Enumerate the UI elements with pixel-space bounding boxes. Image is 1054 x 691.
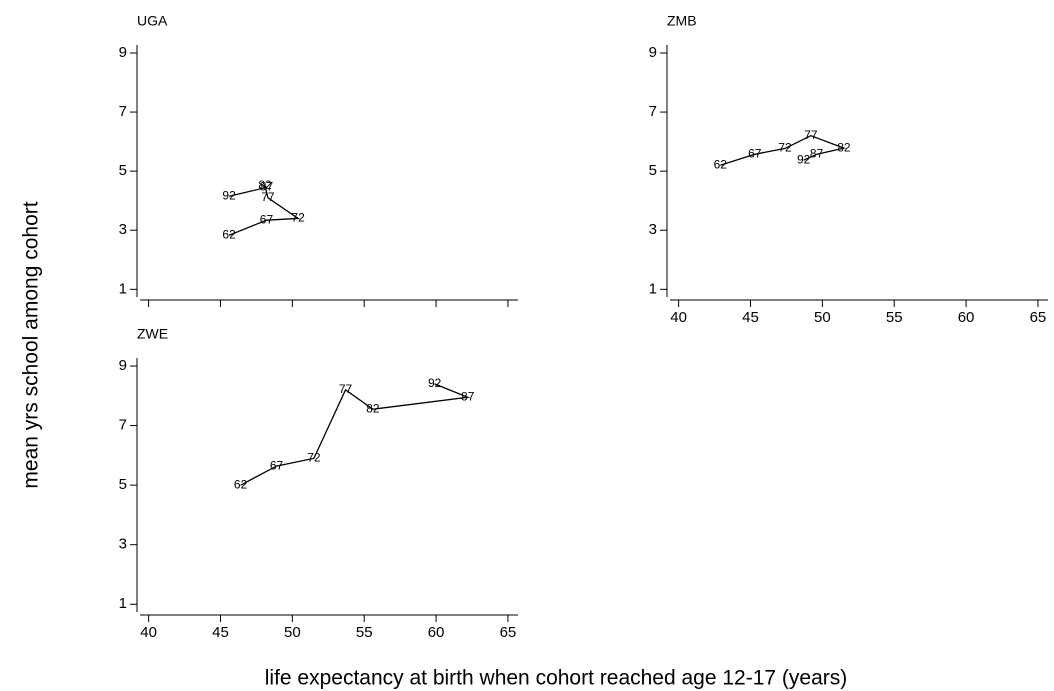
point-label: 82 (258, 178, 272, 192)
series-line (228, 183, 301, 236)
panel-title: ZMB (667, 13, 697, 29)
point-label: 72 (778, 141, 792, 155)
x-tick-label: 45 (742, 309, 759, 326)
point-label: 72 (307, 451, 321, 465)
point-label: 77 (804, 128, 818, 142)
panel-title: ZWE (137, 326, 168, 342)
y-tick-label: 3 (119, 536, 127, 553)
point-label: 92 (222, 188, 236, 202)
y-tick-label: 3 (119, 221, 127, 238)
y-tick-label: 3 (649, 221, 657, 238)
x-tick-label: 45 (212, 624, 229, 641)
point-label: 87 (260, 180, 274, 194)
y-tick-label: 9 (119, 44, 127, 61)
series-line (720, 134, 847, 166)
y-tick-label: 7 (649, 103, 657, 120)
panel-title: UGA (137, 13, 168, 29)
point-label: 67 (260, 212, 274, 226)
y-tick-label: 7 (119, 417, 127, 434)
point-label: 72 (291, 211, 305, 225)
point-label: 67 (270, 458, 284, 472)
x-axis-label: life expectancy at birth when cohort rea… (265, 667, 848, 690)
x-tick-label: 50 (284, 624, 301, 641)
y-tick-label: 5 (649, 162, 657, 179)
y-tick-label: 1 (119, 280, 127, 297)
x-tick-label: 60 (958, 309, 975, 326)
point-label: 67 (748, 146, 762, 160)
point-label: 82 (366, 401, 380, 415)
x-tick-label: 65 (1030, 309, 1047, 326)
x-tick-label: 40 (140, 624, 157, 641)
x-tick-label: 55 (886, 309, 903, 326)
point-label: 62 (714, 157, 728, 171)
y-tick-label: 5 (119, 162, 127, 179)
point-label: 92 (428, 376, 442, 390)
point-label: 82 (837, 140, 851, 154)
x-tick-label: 55 (356, 624, 373, 641)
point-label: 87 (810, 146, 824, 160)
y-tick-label: 1 (649, 280, 657, 297)
y-tick-label: 9 (119, 357, 127, 374)
x-tick-label: 40 (670, 309, 687, 326)
x-tick-label: 65 (500, 624, 517, 641)
y-axis-label: mean yrs school among cohort (20, 201, 43, 488)
series-line (240, 383, 471, 486)
point-label: 92 (797, 152, 811, 166)
point-label: 62 (222, 227, 236, 241)
point-label: 77 (339, 382, 353, 396)
point-label: 87 (461, 389, 475, 403)
x-tick-label: 60 (428, 624, 445, 641)
point-label: 62 (234, 477, 248, 491)
y-tick-label: 7 (119, 103, 127, 120)
x-tick-label: 50 (814, 309, 831, 326)
point-label: 77 (261, 190, 275, 204)
y-tick-label: 9 (649, 44, 657, 61)
y-tick-label: 5 (119, 476, 127, 493)
y-tick-label: 1 (119, 595, 127, 612)
